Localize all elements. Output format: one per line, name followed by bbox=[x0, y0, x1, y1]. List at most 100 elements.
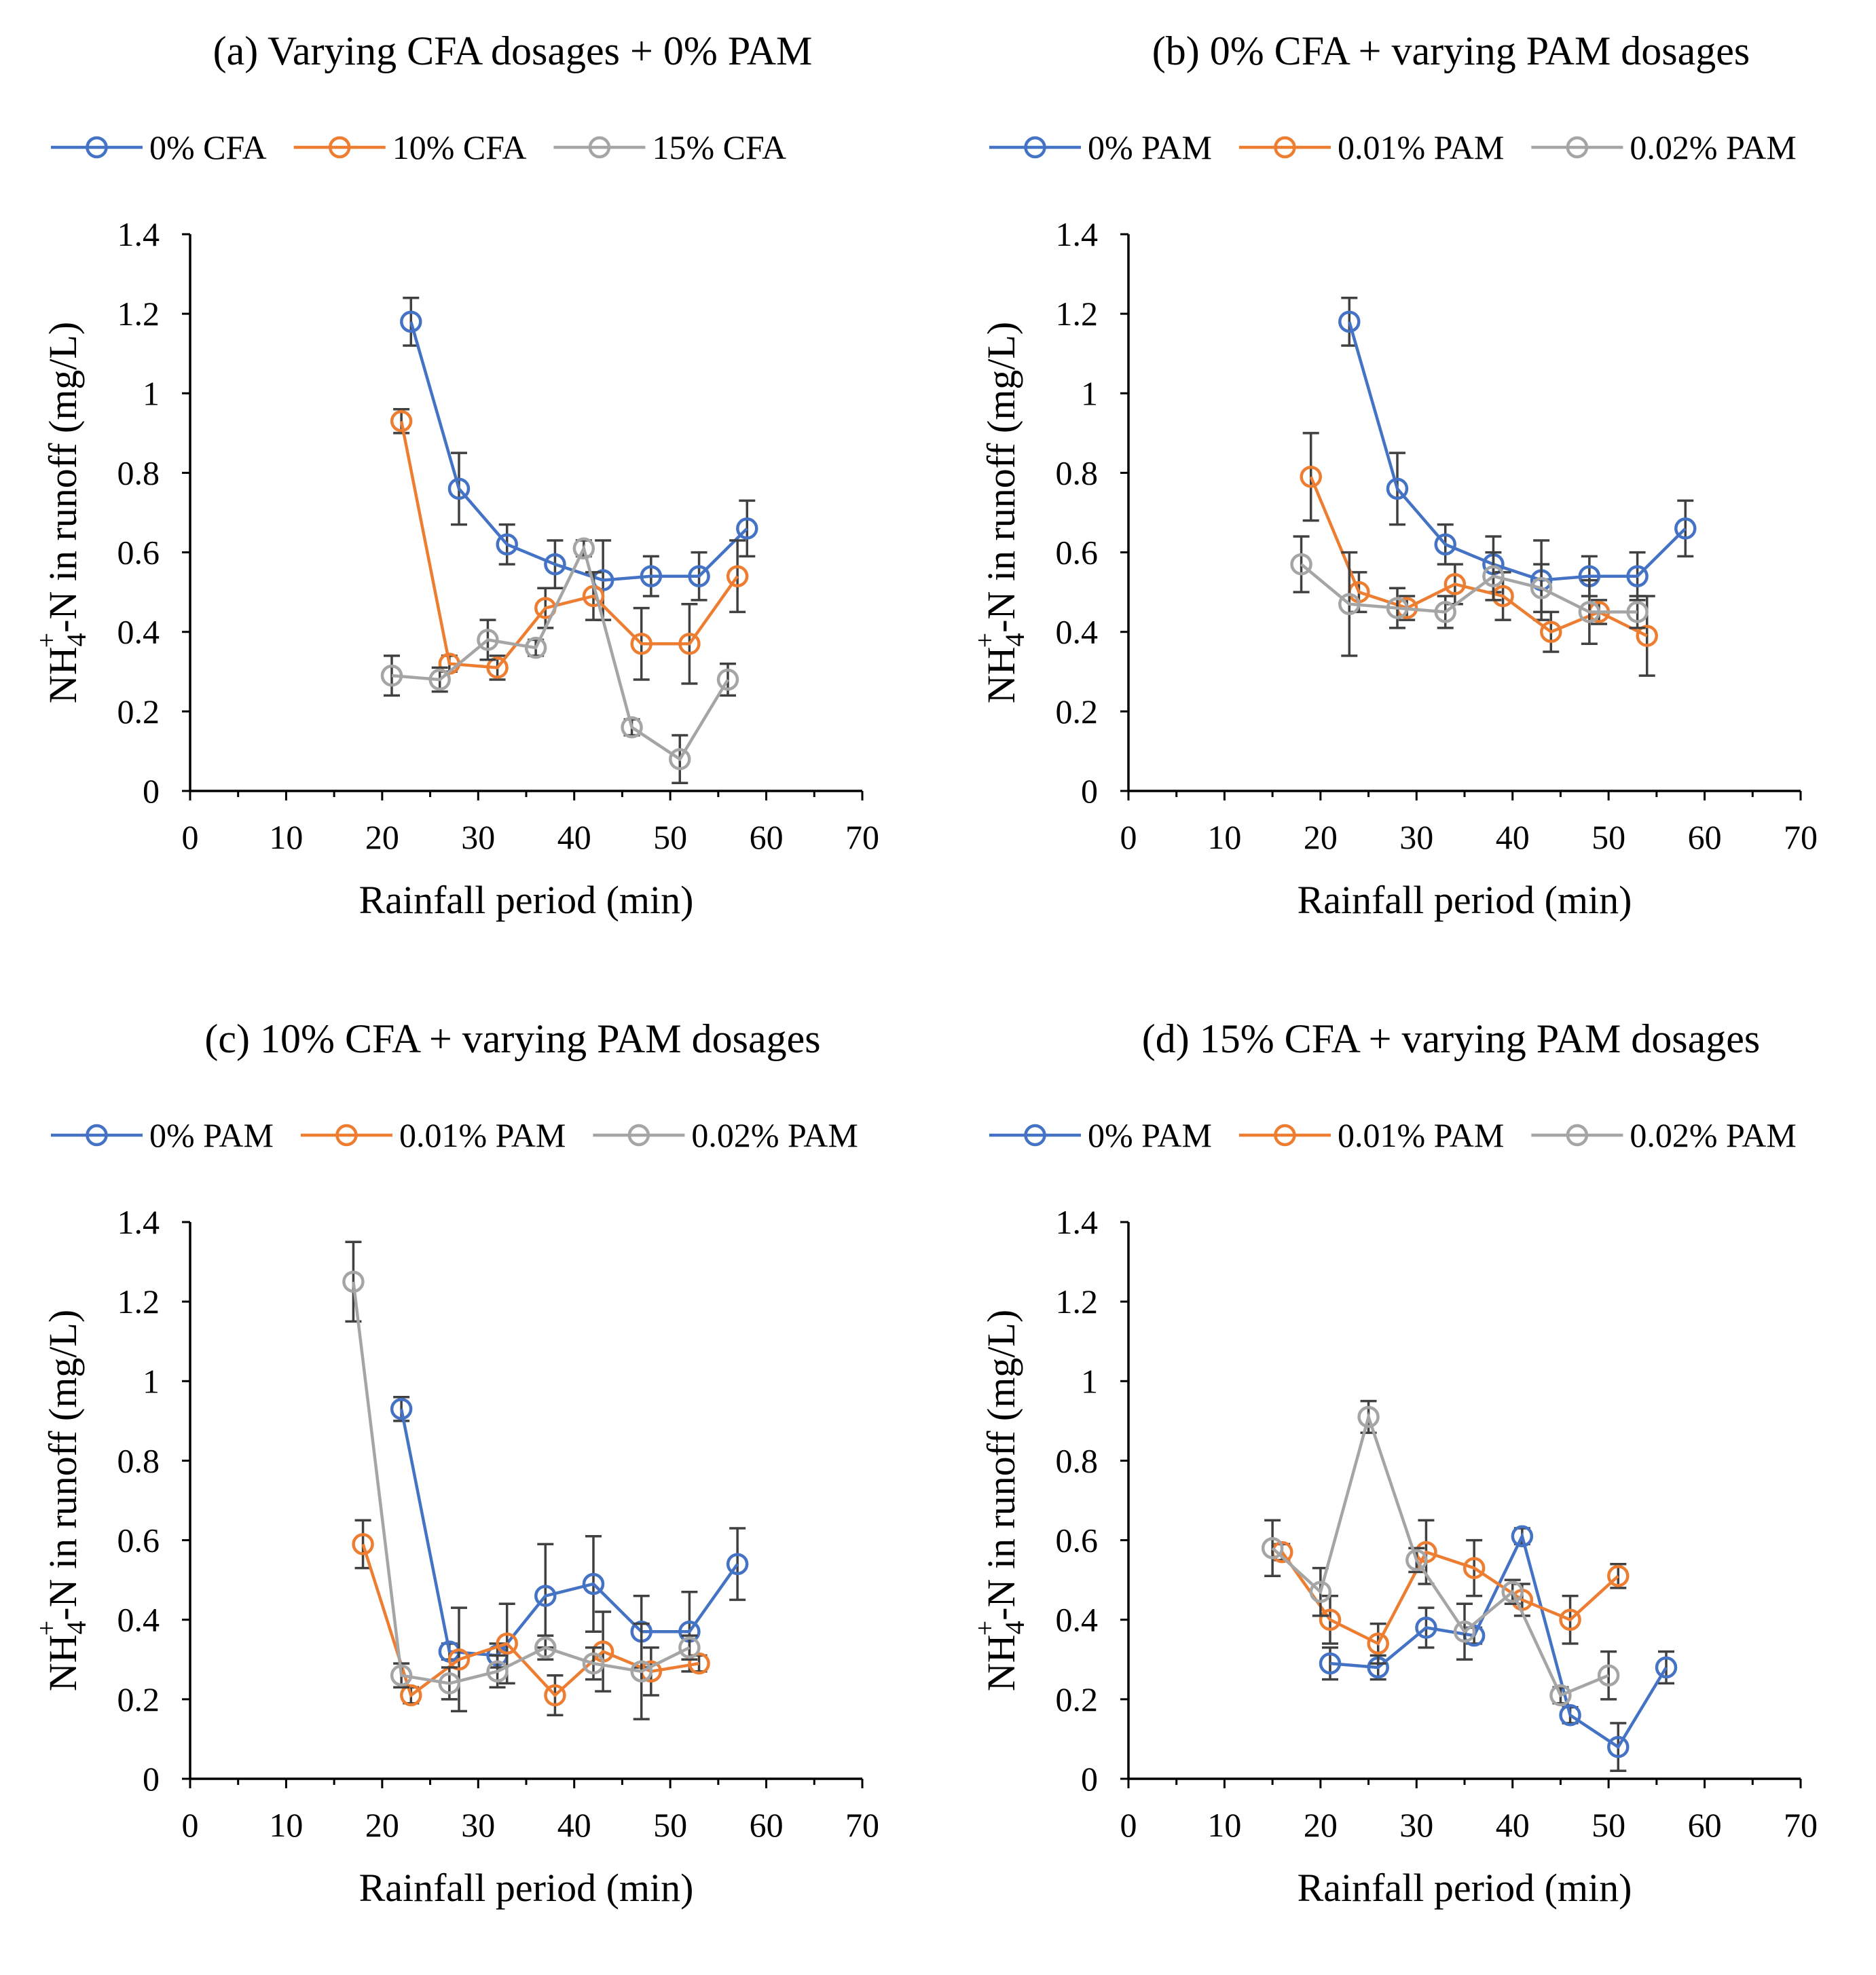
data-point bbox=[447, 477, 471, 500]
data-point bbox=[678, 1636, 701, 1659]
data-point bbox=[524, 636, 547, 659]
legend-label: 10% CFA bbox=[392, 128, 527, 166]
chart-panel-a: (a) Varying CFA dosages + 0% PAM 0% CFA 10… bbox=[0, 0, 938, 987]
data-point bbox=[400, 310, 422, 333]
y-tick-label: 0.4 bbox=[117, 613, 160, 651]
series-line bbox=[361, 1543, 699, 1698]
data-point bbox=[1405, 1549, 1428, 1572]
x-tick-label: 10 bbox=[1207, 818, 1241, 856]
x-tick-label: 10 bbox=[1207, 1806, 1241, 1844]
legend-marker-swatch bbox=[86, 136, 108, 159]
y-tick-label: 1.2 bbox=[1056, 1282, 1099, 1321]
y-tick-label: 1.4 bbox=[117, 1203, 160, 1241]
x-tick-label: 30 bbox=[1399, 1806, 1433, 1844]
y-axis-title: NH4+-N in runoff (mg/L) bbox=[31, 1310, 92, 1691]
y-axis-title: NH4+-N in runoff (mg/L) bbox=[970, 1310, 1030, 1691]
legend-marker-swatch bbox=[1566, 136, 1589, 159]
data-point bbox=[1338, 310, 1361, 333]
y-tick-label: 0 bbox=[143, 1760, 160, 1798]
y-axis-title-subscript: 4 bbox=[61, 1621, 92, 1634]
legend-marker-swatch bbox=[335, 1124, 358, 1147]
data-point bbox=[630, 1660, 652, 1683]
y-tick-label: 1.2 bbox=[117, 295, 160, 333]
data-point bbox=[669, 747, 691, 771]
y-tick-label: 0.2 bbox=[1056, 693, 1099, 731]
data-point bbox=[1434, 601, 1456, 623]
x-tick-label: 50 bbox=[653, 1806, 687, 1844]
data-point bbox=[1559, 1608, 1581, 1631]
data-point bbox=[621, 716, 643, 739]
data-point bbox=[544, 553, 566, 576]
y-tick-label: 0.6 bbox=[1056, 1521, 1099, 1559]
series-line bbox=[399, 1408, 739, 1657]
y-tick-label: 0.8 bbox=[117, 1441, 160, 1479]
data-point bbox=[1290, 553, 1312, 576]
data-point bbox=[428, 668, 451, 691]
chart-title: (a) Varying CFA dosages + 0% PAM bbox=[213, 29, 813, 73]
y-tick-label: 0.6 bbox=[117, 1521, 160, 1559]
data-point bbox=[688, 565, 710, 587]
chart-panel-c: (c) 10% CFA + varying PAM dosages 0% PAM 0… bbox=[0, 988, 938, 1975]
y-tick-label: 1.4 bbox=[117, 215, 160, 253]
data-point bbox=[1607, 1735, 1630, 1758]
y-axis-title-rest: -N in runoff (mg/L) bbox=[979, 322, 1023, 633]
legend-label: 0.02% PAM bbox=[1630, 1116, 1796, 1154]
data-point bbox=[582, 1652, 605, 1675]
x-tick-label: 70 bbox=[845, 818, 879, 856]
data-point bbox=[1463, 1557, 1486, 1579]
data-point bbox=[400, 1684, 422, 1707]
chart-svg-d: (d) 15% CFA + varying PAM dosages 0% PAM 0… bbox=[970, 1016, 1818, 1910]
x-tick-label: 60 bbox=[750, 1806, 784, 1844]
x-tick-label: 30 bbox=[461, 818, 495, 856]
y-axis-title: NH4+-N in runoff (mg/L) bbox=[31, 322, 92, 703]
x-tick-label: 60 bbox=[750, 818, 784, 856]
data-point bbox=[486, 1660, 509, 1683]
series-line bbox=[1348, 321, 1687, 582]
data-point bbox=[390, 1664, 413, 1686]
y-axis-title-rest: -N in runoff (mg/L) bbox=[41, 322, 85, 633]
data-point bbox=[390, 410, 413, 432]
data-point bbox=[1357, 1405, 1380, 1428]
chart-panel-b: (b) 0% CFA + varying PAM dosages 0% PAM 0.… bbox=[938, 0, 1876, 987]
x-tick-label: 30 bbox=[1399, 818, 1433, 856]
data-point bbox=[1319, 1652, 1342, 1675]
data-point bbox=[390, 1398, 413, 1420]
y-tick-label: 1 bbox=[143, 374, 160, 412]
y-tick-label: 0.4 bbox=[1056, 1601, 1099, 1639]
legend-marker-swatch bbox=[627, 1124, 650, 1147]
x-tick-label: 70 bbox=[1784, 1806, 1818, 1844]
data-point bbox=[1597, 1664, 1620, 1686]
data-point bbox=[1319, 1608, 1342, 1631]
x-tick-label: 40 bbox=[1496, 818, 1530, 856]
legend-label: 15% CFA bbox=[652, 128, 786, 166]
legend-label: 0.02% PAM bbox=[1630, 128, 1796, 166]
y-tick-label: 0.2 bbox=[117, 1680, 160, 1718]
data-point bbox=[572, 537, 595, 559]
chart-svg-c: (c) 10% CFA + varying PAM dosages 0% PAM 0… bbox=[31, 1016, 879, 1910]
series-line bbox=[391, 544, 729, 762]
chart-svg-b: (b) 0% CFA + varying PAM dosages 0% PAM 0.… bbox=[970, 29, 1818, 922]
chart-title: (c) 10% CFA + varying PAM dosages bbox=[204, 1016, 820, 1061]
y-axis-title-subscript: 4 bbox=[999, 1621, 1030, 1634]
x-tick-label: 40 bbox=[557, 818, 591, 856]
data-point bbox=[1655, 1656, 1678, 1679]
x-axis-title: Rainfall period (min) bbox=[359, 878, 694, 922]
data-point bbox=[1530, 577, 1553, 599]
chart-title: (d) 15% CFA + varying PAM dosages bbox=[1142, 1016, 1761, 1061]
data-point bbox=[1261, 1537, 1284, 1559]
x-tick-label: 60 bbox=[1688, 1806, 1722, 1844]
y-tick-label: 0.8 bbox=[1056, 1441, 1099, 1479]
series-line bbox=[1271, 1411, 1610, 1697]
data-point bbox=[1626, 565, 1649, 587]
data-point bbox=[477, 629, 499, 651]
y-tick-label: 1 bbox=[143, 1362, 160, 1400]
x-tick-label: 70 bbox=[1784, 818, 1818, 856]
legend-marker-swatch bbox=[328, 136, 351, 159]
data-point bbox=[630, 633, 652, 655]
data-point bbox=[716, 668, 739, 691]
data-point bbox=[736, 517, 758, 540]
y-tick-label: 0.8 bbox=[117, 454, 160, 492]
series-line bbox=[399, 420, 739, 669]
data-point bbox=[1501, 1581, 1524, 1603]
